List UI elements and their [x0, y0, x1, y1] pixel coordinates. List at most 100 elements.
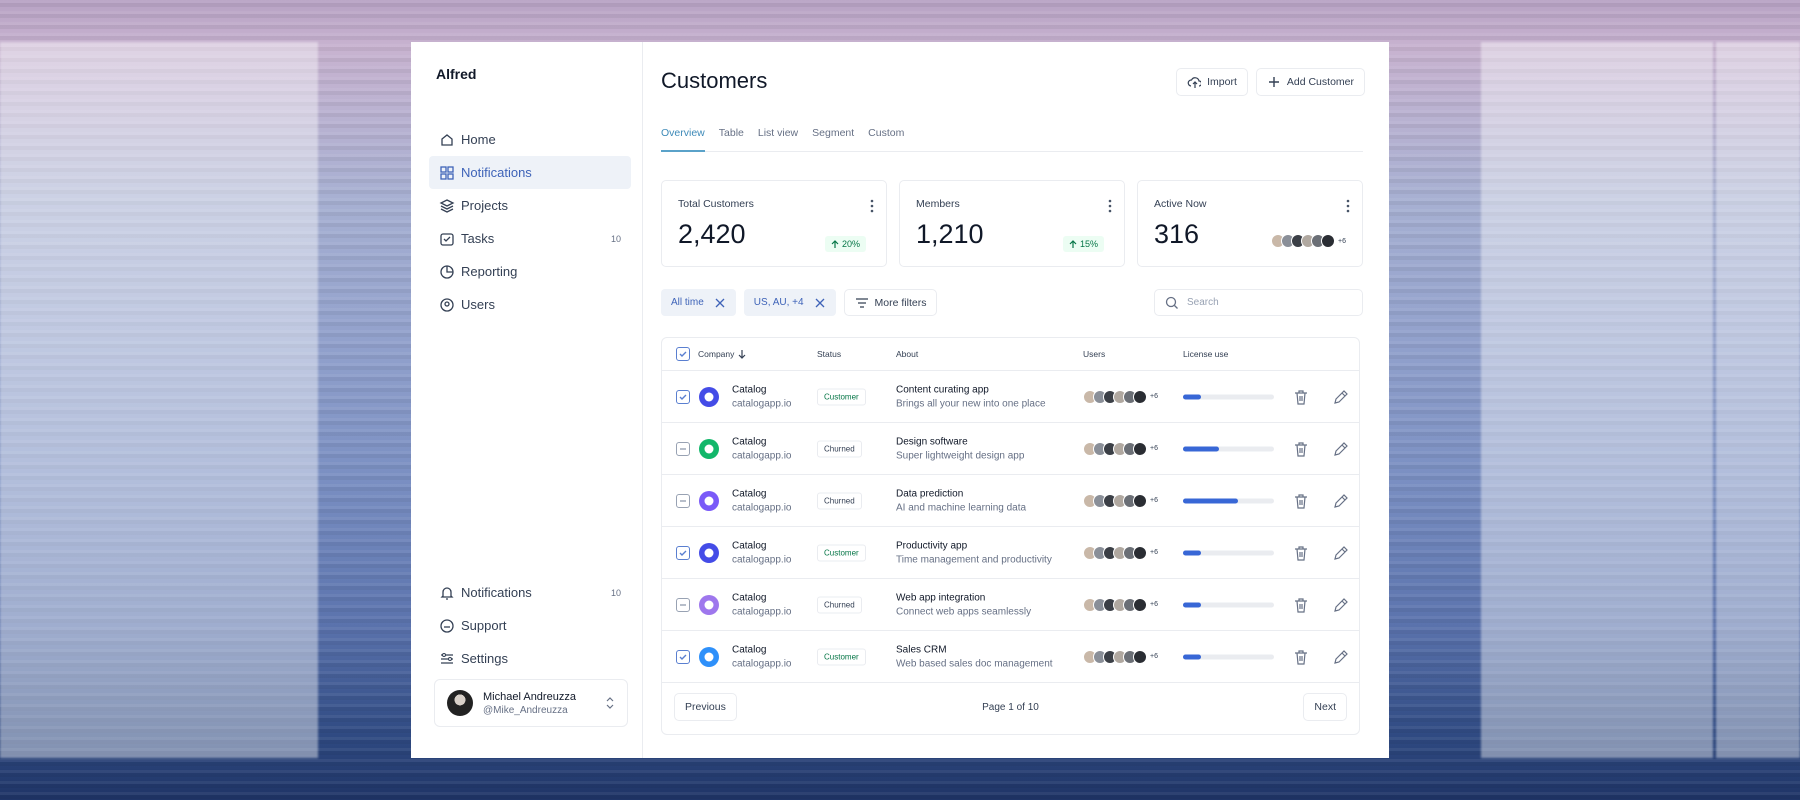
stat-label: Total Customers: [678, 198, 754, 210]
previous-button[interactable]: Previous: [674, 693, 737, 721]
edit-button[interactable]: [1333, 649, 1349, 665]
edit-button[interactable]: [1333, 493, 1349, 509]
avatar: [1133, 649, 1147, 664]
avatar-group: +6: [1271, 234, 1346, 248]
about-subtitle: Brings all your new into one place: [896, 398, 1046, 409]
about: Data prediction AI and machine learning d…: [896, 488, 1026, 513]
company-domain: catalogapp.io: [732, 658, 792, 669]
company-logo: [699, 542, 719, 563]
nav-item[interactable]: Home: [429, 123, 631, 156]
company: Catalog catalogapp.io: [732, 384, 792, 409]
edit-button[interactable]: [1333, 389, 1349, 405]
checkbox[interactable]: [676, 493, 690, 508]
header-button[interactable]: Import: [1176, 68, 1248, 96]
checkbox[interactable]: [676, 649, 690, 664]
filter-icon: [855, 297, 868, 308]
nav-item[interactable]: Users: [429, 288, 631, 321]
tab[interactable]: Table: [718, 127, 744, 139]
tab[interactable]: List view: [757, 127, 799, 139]
header-button[interactable]: Add Customer: [1255, 68, 1365, 96]
avatar: [1133, 441, 1147, 456]
delete-button[interactable]: [1294, 493, 1308, 509]
user-card[interactable]: Michael Andreuzza @Mike_Andreuzza: [434, 679, 628, 727]
avatar-group: +6: [1083, 493, 1158, 508]
button-icon: [1268, 77, 1279, 87]
table-row: Catalog catalogapp.io Churned Web app integ…: [662, 579, 1359, 631]
more-filters[interactable]: More filters: [843, 289, 938, 316]
delete-button[interactable]: [1294, 441, 1308, 457]
company: Catalog catalogapp.io: [732, 436, 792, 461]
app-window: Alfred Home Notifications Projects Tasks 10 R…: [411, 42, 1389, 758]
table-header: Company Status About Users License use: [662, 338, 1359, 371]
about: Design software Super lightweight design …: [896, 436, 1024, 461]
checkbox[interactable]: [676, 441, 690, 456]
nav-label: Users: [461, 297, 495, 312]
avatar: [1133, 545, 1147, 560]
nav-item[interactable]: Reporting: [429, 255, 631, 288]
edit-button[interactable]: [1333, 441, 1349, 457]
about-title: Content curating app: [896, 384, 989, 395]
column-header[interactable]: Company: [698, 349, 746, 359]
checkbox[interactable]: [676, 389, 690, 404]
filter-chip[interactable]: All time: [661, 289, 736, 316]
checkbox[interactable]: [676, 597, 690, 612]
next-button[interactable]: Next: [1303, 693, 1347, 721]
column-header: Status: [817, 349, 841, 359]
license-track: [1183, 550, 1274, 555]
minus: [680, 499, 686, 502]
table-row: Catalog catalogapp.io Customer Content cura…: [662, 371, 1359, 423]
checkbox[interactable]: [676, 347, 690, 361]
nav-icon: [440, 297, 454, 312]
check: [679, 654, 687, 660]
stat-value: 1,210: [916, 219, 984, 249]
search[interactable]: Search: [1154, 289, 1363, 316]
nav-label: Home: [461, 132, 496, 147]
company: Catalog catalogapp.io: [732, 488, 792, 513]
minus: [680, 603, 686, 606]
nav-item[interactable]: Support: [429, 609, 631, 642]
sort-arrow: [738, 350, 746, 359]
column-label: Company: [698, 349, 735, 359]
column-label: License use: [1183, 349, 1229, 359]
stat-card: Active Now 316 +6: [1137, 180, 1363, 267]
filter-chip[interactable]: US, AU, +4: [743, 289, 836, 316]
edit-button[interactable]: [1333, 597, 1349, 613]
nav-item[interactable]: Notifications 10: [429, 576, 631, 609]
filter-label: All time: [671, 297, 704, 308]
about-title: Web app integration: [896, 592, 986, 603]
chevron: [606, 697, 614, 709]
change-value: 15%: [1079, 239, 1098, 249]
about: Web app integration Connect web apps seam…: [896, 592, 1031, 617]
stat-card: Total Customers 2,420 20%: [661, 180, 887, 267]
column-header: License use: [1183, 349, 1228, 359]
company-logo: [699, 386, 719, 407]
nav-item[interactable]: Settings: [429, 642, 631, 675]
tab[interactable]: Custom: [868, 127, 905, 139]
checkbox[interactable]: [676, 545, 690, 560]
delete-button[interactable]: [1294, 389, 1308, 405]
nav-item[interactable]: Tasks 10: [429, 222, 631, 255]
about: Sales CRM Web based sales doc management: [896, 644, 1053, 669]
license-bar: [1183, 550, 1202, 555]
about-subtitle: Super lightweight design app: [896, 450, 1025, 461]
nav-badge: 10: [610, 233, 621, 244]
tab[interactable]: Segment: [812, 127, 855, 139]
company-domain: catalogapp.io: [732, 554, 792, 565]
content: Customers Import Add Customer Overview Tab…: [643, 42, 1389, 758]
nav-item[interactable]: Projects: [429, 189, 631, 222]
pagination: Page 1 of 10 Previous Next: [662, 679, 1359, 734]
change-value: 20%: [841, 239, 860, 249]
about-subtitle: Time management and productivity: [896, 554, 1052, 565]
delete-button[interactable]: [1294, 545, 1308, 561]
tab[interactable]: Overview: [661, 122, 705, 152]
delete-button[interactable]: [1294, 649, 1308, 665]
avatar-group: +6: [1083, 597, 1158, 612]
company-logo: [699, 594, 719, 615]
delete-button[interactable]: [1294, 597, 1308, 613]
status-badge: Customer: [817, 544, 866, 561]
menu-icon: [870, 199, 874, 213]
avatar-more: +6: [1338, 237, 1346, 245]
nav-item[interactable]: Notifications: [429, 156, 631, 189]
about-subtitle: AI and machine learning data: [896, 502, 1027, 513]
edit-button[interactable]: [1333, 545, 1349, 561]
